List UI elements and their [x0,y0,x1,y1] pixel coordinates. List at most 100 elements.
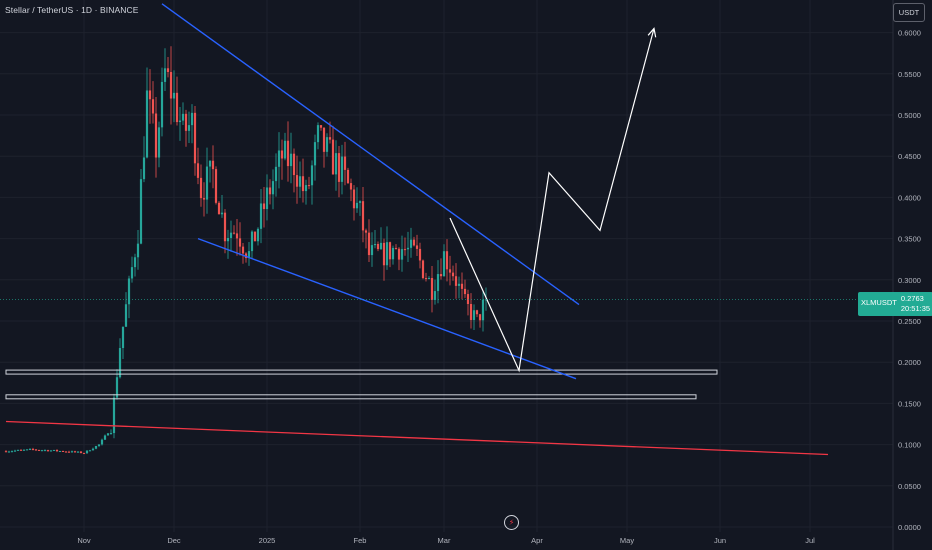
symbol-title[interactable]: Stellar / TetherUS · 1D · BINANCE [5,5,139,15]
time-axis[interactable]: Nov Dec 2025 Feb Mar Apr May Jun Jul [77,536,815,545]
candle-body [76,451,80,453]
lightning-icon[interactable]: ⚡ [504,515,519,530]
candle-body [211,160,215,170]
candle-body [64,451,68,453]
candle-body [307,185,311,187]
candle-body [286,140,290,167]
candle-body [301,176,305,192]
price-tag-price: 0.2763 [900,294,924,303]
candle-body [67,451,71,453]
candle-body [235,233,239,239]
candle-body [43,450,47,452]
candle-body [391,247,395,260]
candle-body [364,230,368,233]
candle-body [10,451,14,453]
candle-body [403,249,407,251]
candle-body [355,202,359,209]
candle-body [280,150,284,159]
candle-body [325,137,329,152]
candle-body [385,242,389,266]
time-tick-label: Dec [167,536,181,545]
time-tick-label: May [620,536,634,545]
candle-body [133,257,137,268]
candle-body [232,232,236,234]
candle-body [334,153,338,175]
time-tick-label: Apr [531,536,543,545]
candle-body [448,269,452,273]
candle-body [151,99,155,114]
candle-body [292,153,296,176]
candle-body [91,448,95,451]
candle-body [127,278,131,305]
candle-body [352,189,356,209]
price-tick-label: 0.5000 [898,111,921,120]
candle-body [268,187,272,195]
support-trendline [5,420,829,456]
candle-body [196,163,200,178]
candle-body [112,397,116,434]
currency-button[interactable]: USDT [893,3,925,22]
candle-body [55,449,59,452]
candle-body [379,242,383,250]
candle-body [214,169,218,203]
candle-body [157,127,161,158]
price-tick-label: 0.1000 [898,441,921,450]
candle-body [145,90,149,158]
candle-body [169,72,173,99]
candle-body [73,451,77,453]
candle-body [322,127,326,152]
price-tick-label: 0.3000 [898,276,921,285]
price-tick-label: 0.0500 [898,482,921,491]
price-axis[interactable]: 0.6000 0.5500 0.5000 0.4500 0.4000 0.3500 0.30… [898,29,921,532]
candle-body [478,314,482,321]
candle-body [289,153,293,167]
candle-body [130,267,134,279]
candle-body [22,449,26,451]
price-tick-label: 0.2000 [898,358,921,367]
candle-body [439,274,443,277]
candle-body [172,92,176,99]
candle-body [229,232,233,238]
candle-body [442,251,446,277]
candle-body [415,245,419,249]
candle-body [25,449,29,451]
candle-body [88,450,92,452]
candle-body [115,377,119,398]
time-tick-label: 2025 [259,536,276,545]
candle-body [256,228,260,242]
candle-body [304,185,308,192]
candle-body [253,231,257,242]
candle-body [262,203,266,210]
candle-body [58,451,62,453]
price-tick-label: 0.4500 [898,152,921,161]
price-tick-label: 0.5500 [898,70,921,79]
time-tick-label: Jul [805,536,815,545]
candle-body [13,450,17,452]
candle-body [484,299,488,301]
candle-body [460,283,464,289]
candle-body [433,291,437,300]
candle-body [61,451,65,453]
candle-body [19,449,23,451]
candle-body [238,238,242,247]
candle-body [124,304,128,327]
candle-body [4,451,8,453]
candle-body [85,450,89,454]
candle-body [463,288,467,295]
candle-body [139,179,143,244]
candle-body [16,449,20,451]
candle-body [295,175,299,187]
candle-body [349,183,353,190]
candle-body [319,125,323,128]
candle-body [382,242,386,266]
time-tick-label: Jun [714,536,726,545]
candle-body [148,90,152,100]
candle-body [358,201,362,203]
candle-body [49,450,53,452]
candle-body [367,232,371,256]
price-tick-label: 0.6000 [898,29,921,38]
candle-body [223,212,227,242]
candle-body [46,450,50,452]
candle-body [70,451,74,453]
